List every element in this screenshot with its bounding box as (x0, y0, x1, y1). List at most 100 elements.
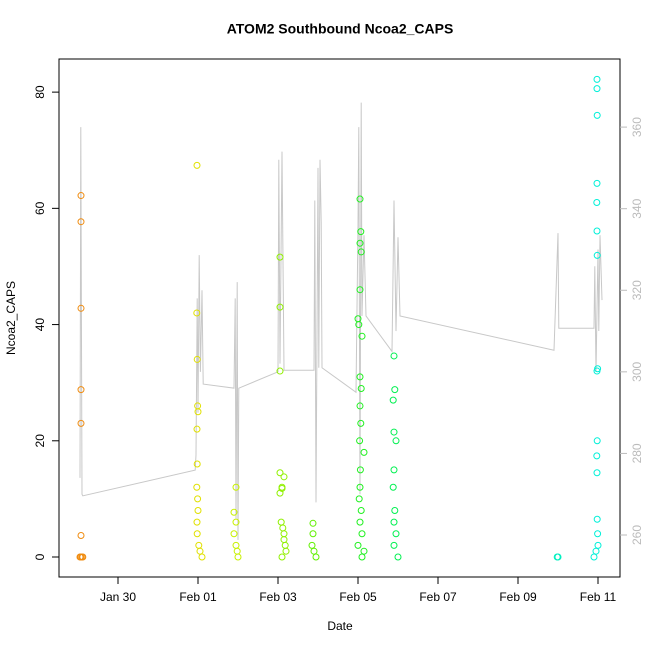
point (310, 547, 318, 555)
point (77, 419, 85, 427)
x-tick-label: Feb 01 (179, 590, 217, 604)
point (193, 483, 201, 491)
point (356, 195, 364, 203)
point (282, 547, 290, 555)
point (390, 518, 398, 526)
x-tick-label: Feb 09 (499, 590, 537, 604)
point (593, 469, 601, 477)
point (389, 396, 397, 404)
x-axis-label: Date (327, 619, 353, 633)
point (280, 530, 288, 538)
y2-tick-label: 340 (630, 198, 644, 218)
point (356, 518, 364, 526)
point (312, 553, 320, 561)
point (77, 532, 85, 540)
point (390, 541, 398, 549)
point (232, 483, 240, 491)
point (593, 452, 601, 460)
point (593, 85, 601, 93)
point (278, 484, 286, 492)
point (593, 75, 601, 83)
point (356, 373, 364, 381)
point (593, 437, 601, 445)
point (593, 199, 601, 207)
point (590, 553, 598, 561)
point (281, 541, 289, 549)
point (234, 553, 242, 561)
point (593, 515, 601, 523)
point (356, 239, 364, 247)
plot-frame (58, 58, 621, 578)
point (195, 541, 203, 549)
point (356, 402, 364, 410)
point (355, 495, 363, 503)
point (390, 352, 398, 360)
y2-tick-label: 280 (630, 443, 644, 463)
x-tick-label: Feb 11 (580, 590, 617, 604)
point (278, 553, 286, 561)
point (357, 384, 365, 392)
point (280, 473, 288, 481)
point (194, 408, 202, 416)
point (77, 218, 85, 226)
point (553, 553, 561, 561)
point (392, 437, 400, 445)
y2-tick-label: 360 (630, 117, 644, 137)
point (357, 228, 365, 236)
point (193, 161, 201, 169)
point (193, 425, 201, 433)
y-tick-label: 40 (33, 318, 47, 332)
point (593, 227, 601, 235)
point (394, 553, 402, 561)
point (193, 309, 201, 317)
point (593, 179, 601, 187)
point (594, 541, 602, 549)
x-tick-label: Jan 30 (100, 590, 136, 604)
point (593, 111, 601, 119)
point (230, 530, 238, 538)
point (356, 286, 364, 294)
point (360, 448, 368, 456)
point (356, 483, 364, 491)
point (233, 547, 241, 555)
point (232, 518, 240, 526)
chart-title: ATOM2 Southbound Ncoa2_CAPS (227, 21, 454, 37)
point (391, 507, 399, 515)
point (198, 553, 206, 561)
point (193, 460, 201, 468)
y-axis-label: Ncoa2_CAPS (4, 281, 18, 355)
y-tick-label: 80 (33, 85, 47, 99)
point (390, 428, 398, 436)
point (77, 304, 85, 312)
point (194, 507, 202, 515)
point (389, 483, 397, 491)
y-tick-label: 20 (33, 434, 47, 448)
point (77, 386, 85, 394)
y2-tick-label: 300 (630, 362, 644, 382)
point (276, 303, 284, 311)
point (77, 192, 85, 200)
point (276, 367, 284, 375)
point (592, 547, 600, 555)
point (277, 518, 285, 526)
point (230, 508, 238, 516)
point (360, 547, 368, 555)
point (309, 519, 317, 527)
y2-tick-label: 320 (630, 280, 644, 300)
x-tick-label: Feb 05 (339, 590, 377, 604)
point (193, 355, 201, 363)
point (356, 466, 364, 474)
point (232, 541, 240, 549)
point (193, 530, 201, 538)
point (276, 489, 284, 497)
point (308, 541, 316, 549)
point (357, 419, 365, 427)
point (357, 507, 365, 515)
y2-tick-label: 260 (630, 525, 644, 545)
point (390, 466, 398, 474)
point (391, 386, 399, 394)
point (355, 321, 363, 329)
point (358, 553, 366, 561)
point (358, 332, 366, 340)
point (358, 530, 366, 538)
